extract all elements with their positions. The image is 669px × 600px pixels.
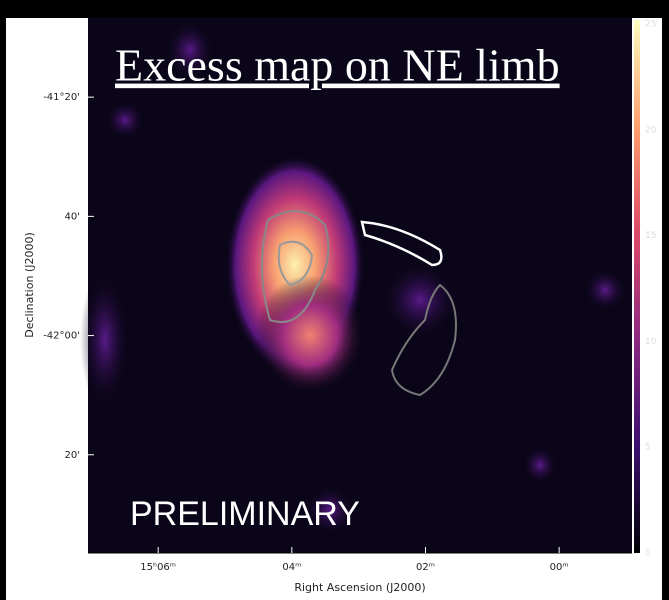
x-axis-label: Right Ascension (J2000) [294, 581, 425, 594]
chart: Excess map on NE limb PRELIMINARY Right … [0, 0, 669, 600]
x-tick-label: 15ʰ06ᵐ [140, 562, 176, 573]
chart-title: Excess map on NE limb [115, 40, 560, 91]
colorbar [634, 20, 640, 553]
annotation: PRELIMINARY [130, 495, 360, 533]
frame [662, 0, 669, 600]
colorbar-tick-label: 5 [645, 443, 651, 453]
y-axis-label: Declination (J2000) [23, 232, 36, 338]
colorbar-tick-label: 25 [645, 20, 656, 30]
colorbar-tick-label: 15 [645, 231, 656, 241]
colorbar-tick-label: 0 [645, 549, 651, 559]
x-tick-label: 02ᵐ [416, 562, 435, 573]
map [80, 18, 632, 553]
y-tick-label: -41°20' [43, 92, 80, 103]
y-tick-label: 40' [65, 211, 80, 222]
colorbar-tick-label: 10 [645, 337, 657, 347]
frame [0, 0, 669, 18]
y-tick-label: -42°00' [43, 331, 80, 342]
x-tick-label: 04ᵐ [282, 562, 301, 573]
x-tick-label: 00ᵐ [550, 562, 569, 573]
y-tick-label: 20' [65, 450, 80, 461]
frame [0, 0, 6, 600]
colorbar-tick-label: 20 [645, 125, 657, 135]
